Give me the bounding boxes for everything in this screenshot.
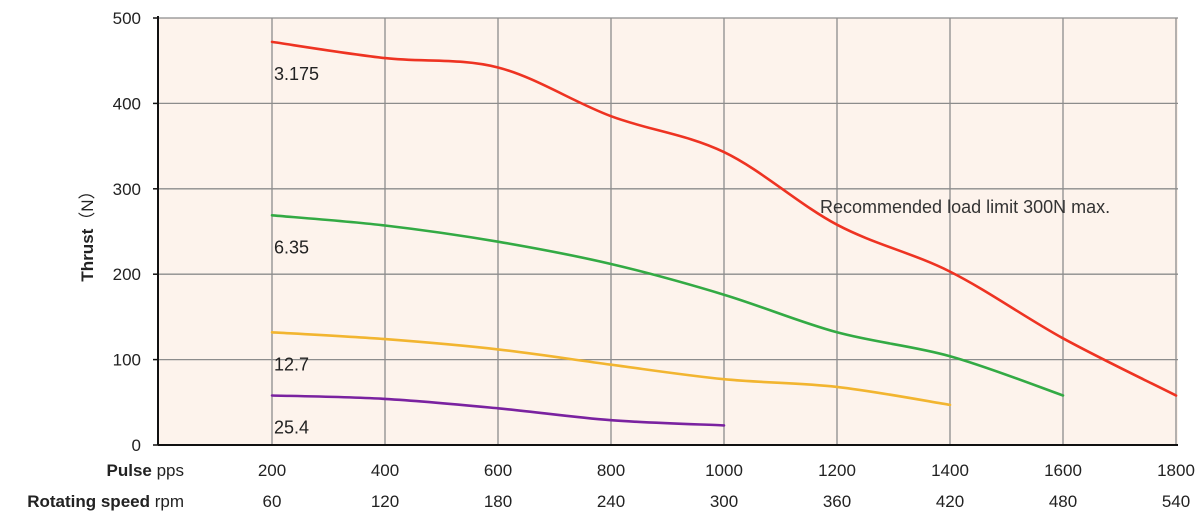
labels: 0 100 200 300 400 500 Thrust（N） 200 400 600 800 100… bbox=[27, 9, 1195, 511]
y-tick-label: 400 bbox=[113, 94, 141, 113]
y-axis-title-bold: Thrust bbox=[78, 228, 97, 281]
x-tick-label: 1200 bbox=[818, 461, 856, 480]
x-axis-title-bold: Pulse bbox=[107, 461, 152, 480]
series-line-25.4 bbox=[270, 394, 726, 427]
series-label: 3.175 bbox=[274, 64, 319, 84]
x-axis-title-bold: Rotating speed bbox=[27, 492, 150, 511]
series-label: 6.35 bbox=[274, 237, 309, 257]
y-axis-title: Thrust（N） bbox=[78, 182, 97, 281]
x-tick-label: 400 bbox=[371, 461, 399, 480]
x-tick-label: 1400 bbox=[931, 461, 969, 480]
x-axis-title-unit: pps bbox=[152, 461, 184, 480]
y-tick-label: 0 bbox=[132, 436, 141, 455]
y-tick-label: 100 bbox=[113, 351, 141, 370]
x-tick-label: 1600 bbox=[1044, 461, 1082, 480]
series-line-12.7 bbox=[270, 331, 952, 407]
x-tick-label: 300 bbox=[710, 492, 738, 511]
x-axis-title-unit: rpm bbox=[150, 492, 184, 511]
plot-background bbox=[158, 18, 1178, 445]
x-tick-label: 480 bbox=[1049, 492, 1077, 511]
annotation-load-limit: Recommended load limit 300N max. bbox=[820, 197, 1110, 217]
y-tick-label: 500 bbox=[113, 9, 141, 28]
y-tick-label: 200 bbox=[113, 265, 141, 284]
x-tick-label: 540 bbox=[1162, 492, 1190, 511]
y-axis-title-unit: （N） bbox=[78, 182, 97, 228]
series-lines bbox=[270, 40, 1178, 427]
x-tick-label: 180 bbox=[484, 492, 512, 511]
x-tick-label: 120 bbox=[371, 492, 399, 511]
x-tick-label: 1800 bbox=[1157, 461, 1195, 480]
grid-lines bbox=[158, 17, 1178, 445]
x-tick-label: 600 bbox=[484, 461, 512, 480]
x-tick-label: 240 bbox=[597, 492, 625, 511]
x-axis-title: Rotating speed rpm bbox=[27, 492, 184, 511]
x-tick-label: 420 bbox=[936, 492, 964, 511]
x-tick-label: 360 bbox=[823, 492, 851, 511]
series-label: 25.4 bbox=[274, 417, 309, 437]
series-label: 12.7 bbox=[274, 354, 309, 374]
series-line-6.35 bbox=[270, 214, 1065, 397]
x-tick-label: 800 bbox=[597, 461, 625, 480]
axes bbox=[153, 16, 1178, 446]
x-tick-label: 60 bbox=[263, 492, 282, 511]
x-tick-label: 1000 bbox=[705, 461, 743, 480]
x-axis-title: Pulse pps bbox=[107, 461, 185, 480]
y-tick-label: 300 bbox=[113, 180, 141, 199]
x-tick-label: 200 bbox=[258, 461, 286, 480]
series-line-3.175 bbox=[270, 40, 1178, 397]
